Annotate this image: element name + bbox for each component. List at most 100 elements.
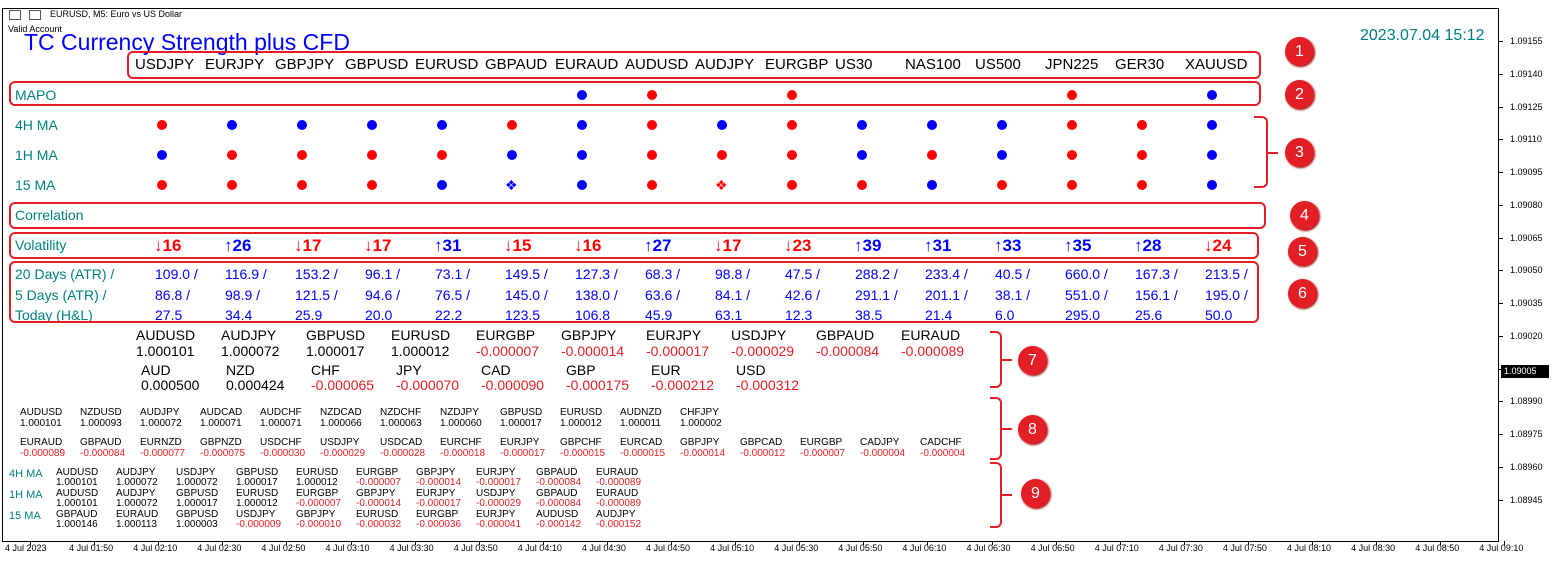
marker-badge-8: 8 xyxy=(1018,415,1047,444)
price-label: 1.09050 xyxy=(1510,265,1543,276)
pair-name: CADCHF xyxy=(920,437,962,448)
symbol-header[interactable]: EURJPY xyxy=(205,56,265,73)
volatility-value: ↑39 xyxy=(854,236,881,256)
ma-ranking-pair: GBPUSD xyxy=(176,509,219,520)
pair-value: 1.000066 xyxy=(320,418,362,429)
strength-pair-value: 1.000101 xyxy=(136,343,195,359)
symbol-header[interactable]: XAUUSD xyxy=(1185,56,1248,73)
signal-dot-red xyxy=(297,180,307,190)
indicator-title: TC Currency Strength plus CFD xyxy=(24,29,350,55)
marker-badge-5: 5 xyxy=(1288,237,1317,266)
time-label: 4 Jul 01:50 xyxy=(69,543,114,553)
signal-dot-blue xyxy=(857,120,867,130)
atr-value: 38.5 xyxy=(855,307,883,323)
symbol-header[interactable]: US30 xyxy=(835,56,873,73)
strength-currency-name: CHF xyxy=(311,362,340,378)
atr-value: 156.1 / xyxy=(1135,287,1178,303)
ma-ranking-value: -0.000007 xyxy=(296,498,342,509)
atr-value: 20.0 xyxy=(365,307,393,323)
atr-value: 233.4 / xyxy=(925,266,968,282)
atr-value: 21.4 xyxy=(925,307,953,323)
ma-ranking-value: -0.000089 xyxy=(596,498,642,509)
symbol-header[interactable]: GBPJPY xyxy=(275,56,335,73)
price-label: 1.08990 xyxy=(1510,396,1543,407)
ma-ranking-value: -0.000007 xyxy=(356,477,402,488)
volatility-value: ↓15 xyxy=(504,236,531,256)
ma-ranking-value: -0.000009 xyxy=(236,519,282,530)
signal-dot-red xyxy=(647,180,657,190)
ma-ranking-value: -0.000084 xyxy=(536,498,582,509)
symbol-header[interactable]: AUDUSD xyxy=(625,56,689,73)
ma-ranking-value: -0.000089 xyxy=(596,477,642,488)
symbol-header[interactable]: EURGBP xyxy=(765,56,829,73)
price-tick xyxy=(1499,237,1503,239)
atr-value: 98.9 / xyxy=(225,287,261,303)
volatility-value: ↑26 xyxy=(224,236,251,256)
atr-value: 86.8 / xyxy=(155,287,191,303)
strength-pair-name: GBPUSD xyxy=(306,327,366,343)
atr-value: 127.3 / xyxy=(575,266,618,282)
signal-dot-red xyxy=(787,120,797,130)
signal-dot-red xyxy=(157,120,167,130)
time-label: 4 Jul 02:30 xyxy=(197,543,242,553)
chart-plot-area[interactable] xyxy=(2,8,1499,542)
strength-pair-value: -0.000089 xyxy=(901,343,965,359)
symbol-header[interactable]: GER30 xyxy=(1115,56,1165,73)
chart-window-icon[interactable] xyxy=(9,10,21,20)
ma-ranking-value: 1.000072 xyxy=(176,477,218,488)
symbol-header[interactable]: GBPAUD xyxy=(485,56,548,73)
strength-currency-value: -0.000212 xyxy=(651,377,715,393)
pair-name: GBPUSD xyxy=(500,407,543,418)
pair-name: AUDCHF xyxy=(260,407,302,418)
volatility-arrow-icon: ↓ xyxy=(784,236,793,255)
chart-type-icon[interactable] xyxy=(29,10,41,20)
pair-name: NZDCAD xyxy=(320,407,362,418)
symbol-header[interactable]: GBPUSD xyxy=(345,56,409,73)
symbol-header[interactable]: NAS100 xyxy=(905,56,961,73)
symbol-header[interactable]: AUDJPY xyxy=(695,56,755,73)
annotation-box-correlation xyxy=(9,202,1266,229)
time-tick xyxy=(286,541,288,545)
annotation-box-mapo xyxy=(9,81,1261,106)
time-tick xyxy=(991,541,993,545)
volatility-number: 31 xyxy=(442,236,462,255)
volatility-number: 17 xyxy=(302,236,322,255)
chart-window-title: EURUSD, M5: Euro vs US Dollar xyxy=(50,9,183,19)
volatility-number: 17 xyxy=(372,236,392,255)
time-label: 4 Jul 07:50 xyxy=(1222,543,1267,553)
symbol-header[interactable]: US500 xyxy=(975,56,1021,73)
row-label-volatility: Volatility xyxy=(15,237,67,253)
price-label: 1.09125 xyxy=(1510,101,1543,112)
atr-value: 42.6 / xyxy=(785,287,821,303)
annotation-box-atr xyxy=(9,261,1259,323)
strength-currency-value: 0.000424 xyxy=(226,377,285,393)
symbol-header[interactable]: USDJPY xyxy=(135,56,195,73)
ma-ranking-pair: EURGBP xyxy=(296,488,339,499)
pair-name: NZDUSD xyxy=(80,407,122,418)
time-tick xyxy=(158,541,160,545)
price-label: 1.09095 xyxy=(1510,167,1543,177)
atr-value: 84.1 / xyxy=(715,287,751,303)
time-tick xyxy=(30,541,31,545)
marker-badge-4: 4 xyxy=(1290,201,1319,230)
symbol-header[interactable]: JPN225 xyxy=(1045,56,1099,73)
atr-value: 116.9 / xyxy=(225,266,267,282)
pair-value: 1.000002 xyxy=(680,418,722,429)
ma-ranking-value: 1.000072 xyxy=(116,477,158,488)
symbol-header[interactable]: EURUSD xyxy=(415,56,479,73)
time-label: 4 Jul 08:10 xyxy=(1287,543,1332,553)
pair-value: 1.000071 xyxy=(200,418,242,429)
symbol-header[interactable]: EURAUD xyxy=(555,56,619,73)
signal-dot-red xyxy=(1137,150,1147,160)
signal-dot-red xyxy=(227,150,237,160)
ma-ranking-value: -0.000152 xyxy=(596,519,642,530)
volatility-value: ↑31 xyxy=(434,236,461,256)
time-label: 4 Jul 04:50 xyxy=(646,543,691,553)
marker-badge-7: 7 xyxy=(1018,346,1047,375)
volatility-number: 17 xyxy=(722,236,742,255)
time-tick xyxy=(927,541,929,545)
time-label: 4 Jul 06:10 xyxy=(902,543,947,553)
volatility-number: 31 xyxy=(932,236,952,255)
ma-ranking-label: 4H MA xyxy=(9,468,43,480)
strength-pair-value: -0.000017 xyxy=(646,343,710,359)
